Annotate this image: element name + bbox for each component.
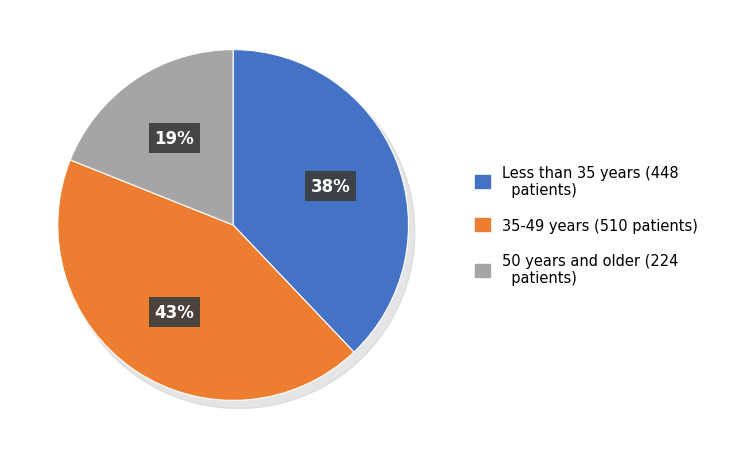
Legend: Less than 35 years (448
  patients), 35-49 years (510 patients), 50 years and ol: Less than 35 years (448 patients), 35-49…: [475, 166, 698, 285]
Wedge shape: [58, 161, 354, 400]
Text: 38%: 38%: [311, 178, 350, 196]
Text: 19%: 19%: [154, 130, 194, 148]
Text: 43%: 43%: [154, 303, 194, 321]
Wedge shape: [233, 51, 408, 352]
Wedge shape: [70, 51, 233, 226]
Ellipse shape: [62, 57, 415, 409]
